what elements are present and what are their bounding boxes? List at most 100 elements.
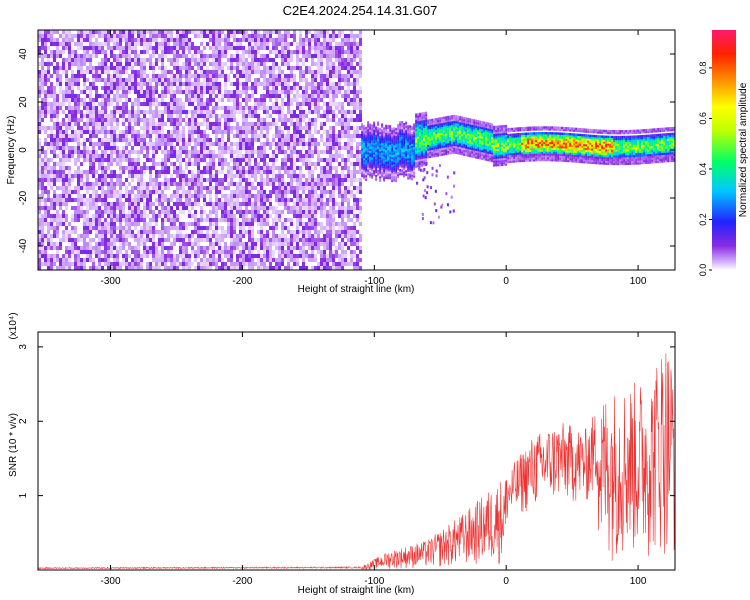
heatmap-cell xyxy=(149,194,152,198)
heatmap-cell xyxy=(236,186,239,190)
heatmap-cell xyxy=(53,138,56,142)
heatmap-cell xyxy=(338,90,341,94)
heatmap-cell xyxy=(77,130,80,134)
heatmap-cell xyxy=(149,146,152,150)
heatmap-cell xyxy=(293,186,296,190)
heatmap-cell xyxy=(224,150,227,154)
heatmap-cell xyxy=(86,222,89,226)
heatmap-cell xyxy=(95,242,98,246)
heatmap-cell xyxy=(224,34,227,38)
heatmap-cell xyxy=(110,206,113,210)
heatmap-cell xyxy=(233,218,236,222)
heatmap-cell xyxy=(290,174,293,178)
heatmap-cell xyxy=(218,82,221,86)
heatmap-cell xyxy=(212,58,215,62)
heatmap-cell xyxy=(56,178,59,182)
heatmap-cell xyxy=(245,50,248,54)
heatmap-cell xyxy=(104,62,107,66)
heatmap-cell xyxy=(269,266,272,270)
heatmap-cell xyxy=(218,38,221,42)
heatmap-cell xyxy=(140,214,143,218)
heatmap-cell xyxy=(182,238,185,242)
heatmap-cell xyxy=(161,210,164,214)
heatmap-cell xyxy=(206,146,209,150)
heatmap-cell xyxy=(122,66,125,70)
heatmap-cell xyxy=(335,166,338,170)
heatmap-cell xyxy=(227,198,230,202)
heatmap-cell xyxy=(311,242,314,246)
heatmap-cell xyxy=(356,90,359,94)
heatmap-cell xyxy=(137,218,140,222)
heatmap-cell xyxy=(197,90,200,94)
heatmap-cell xyxy=(293,66,296,70)
heatmap-cell xyxy=(287,190,290,194)
heatmap-cell xyxy=(101,202,104,206)
heatmap-cell xyxy=(284,234,287,238)
heatmap-cell xyxy=(104,238,107,242)
heatmap-cell xyxy=(251,34,254,38)
heatmap-cell xyxy=(116,226,119,230)
heatmap-cell xyxy=(260,46,263,50)
heatmap-cell xyxy=(59,218,62,222)
heatmap-cell xyxy=(155,134,158,138)
heatmap-cell xyxy=(233,34,236,38)
heatmap-cell xyxy=(53,126,56,130)
heatmap-cell xyxy=(227,110,230,114)
heatmap-cell xyxy=(266,78,269,82)
heatmap-cell xyxy=(248,138,251,142)
heatmap-cell xyxy=(140,238,143,242)
heatmap-cell xyxy=(314,98,317,102)
heatmap-cell xyxy=(65,246,68,250)
heatmap-cell xyxy=(278,42,281,46)
heatmap-cell xyxy=(38,46,41,50)
heatmap-cell xyxy=(272,62,275,66)
heatmap-cell xyxy=(230,142,233,146)
heatmap-cell xyxy=(167,266,170,270)
heatmap-cell xyxy=(173,110,176,114)
heatmap-cell xyxy=(311,190,314,194)
heatmap-cell xyxy=(185,90,188,94)
heatmap-cell xyxy=(323,38,326,42)
heatmap-cell xyxy=(272,86,275,90)
heatmap-cell xyxy=(41,214,44,218)
heatmap-cell xyxy=(98,130,101,134)
heatmap-cell xyxy=(143,186,146,190)
heatmap-cell xyxy=(137,98,140,102)
heatmap-cell xyxy=(236,50,239,54)
heatmap-cell xyxy=(332,46,335,50)
heatmap-cell xyxy=(296,214,299,218)
heatmap-cell xyxy=(326,94,329,98)
heatmap-cell xyxy=(263,58,266,62)
heatmap-cell xyxy=(335,230,338,234)
heatmap-cell xyxy=(161,46,164,50)
heatmap-cell xyxy=(119,30,122,34)
heatmap-cell xyxy=(221,106,224,110)
heatmap-cell xyxy=(281,50,284,54)
heatmap-cell xyxy=(356,146,359,150)
heatmap-cell xyxy=(50,30,53,34)
heatmap-cell xyxy=(56,174,59,178)
heatmap-cell xyxy=(191,42,194,46)
heatmap-cell xyxy=(317,42,320,46)
heatmap-cell xyxy=(131,114,134,118)
heatmap-cell xyxy=(53,54,56,58)
heatmap-cell xyxy=(254,70,257,74)
heatmap-cell xyxy=(320,206,323,210)
heatmap-cell xyxy=(242,146,245,150)
heatmap-cell xyxy=(197,182,200,186)
heatmap-cell xyxy=(101,118,104,122)
heatmap-cell xyxy=(107,250,110,254)
heatmap-cell xyxy=(188,62,191,66)
heatmap-cell xyxy=(302,254,305,258)
heatmap-cell xyxy=(53,190,56,194)
heatmap-cell xyxy=(311,218,314,222)
heatmap-cell xyxy=(236,106,239,110)
heatmap-cell xyxy=(278,30,281,34)
heatmap-cell xyxy=(203,62,206,66)
heatmap-cell xyxy=(194,242,197,246)
heatmap-cell xyxy=(173,170,176,174)
heatmap-cell xyxy=(248,154,251,158)
heatmap-cell xyxy=(167,178,170,182)
heatmap-cell xyxy=(104,206,107,210)
